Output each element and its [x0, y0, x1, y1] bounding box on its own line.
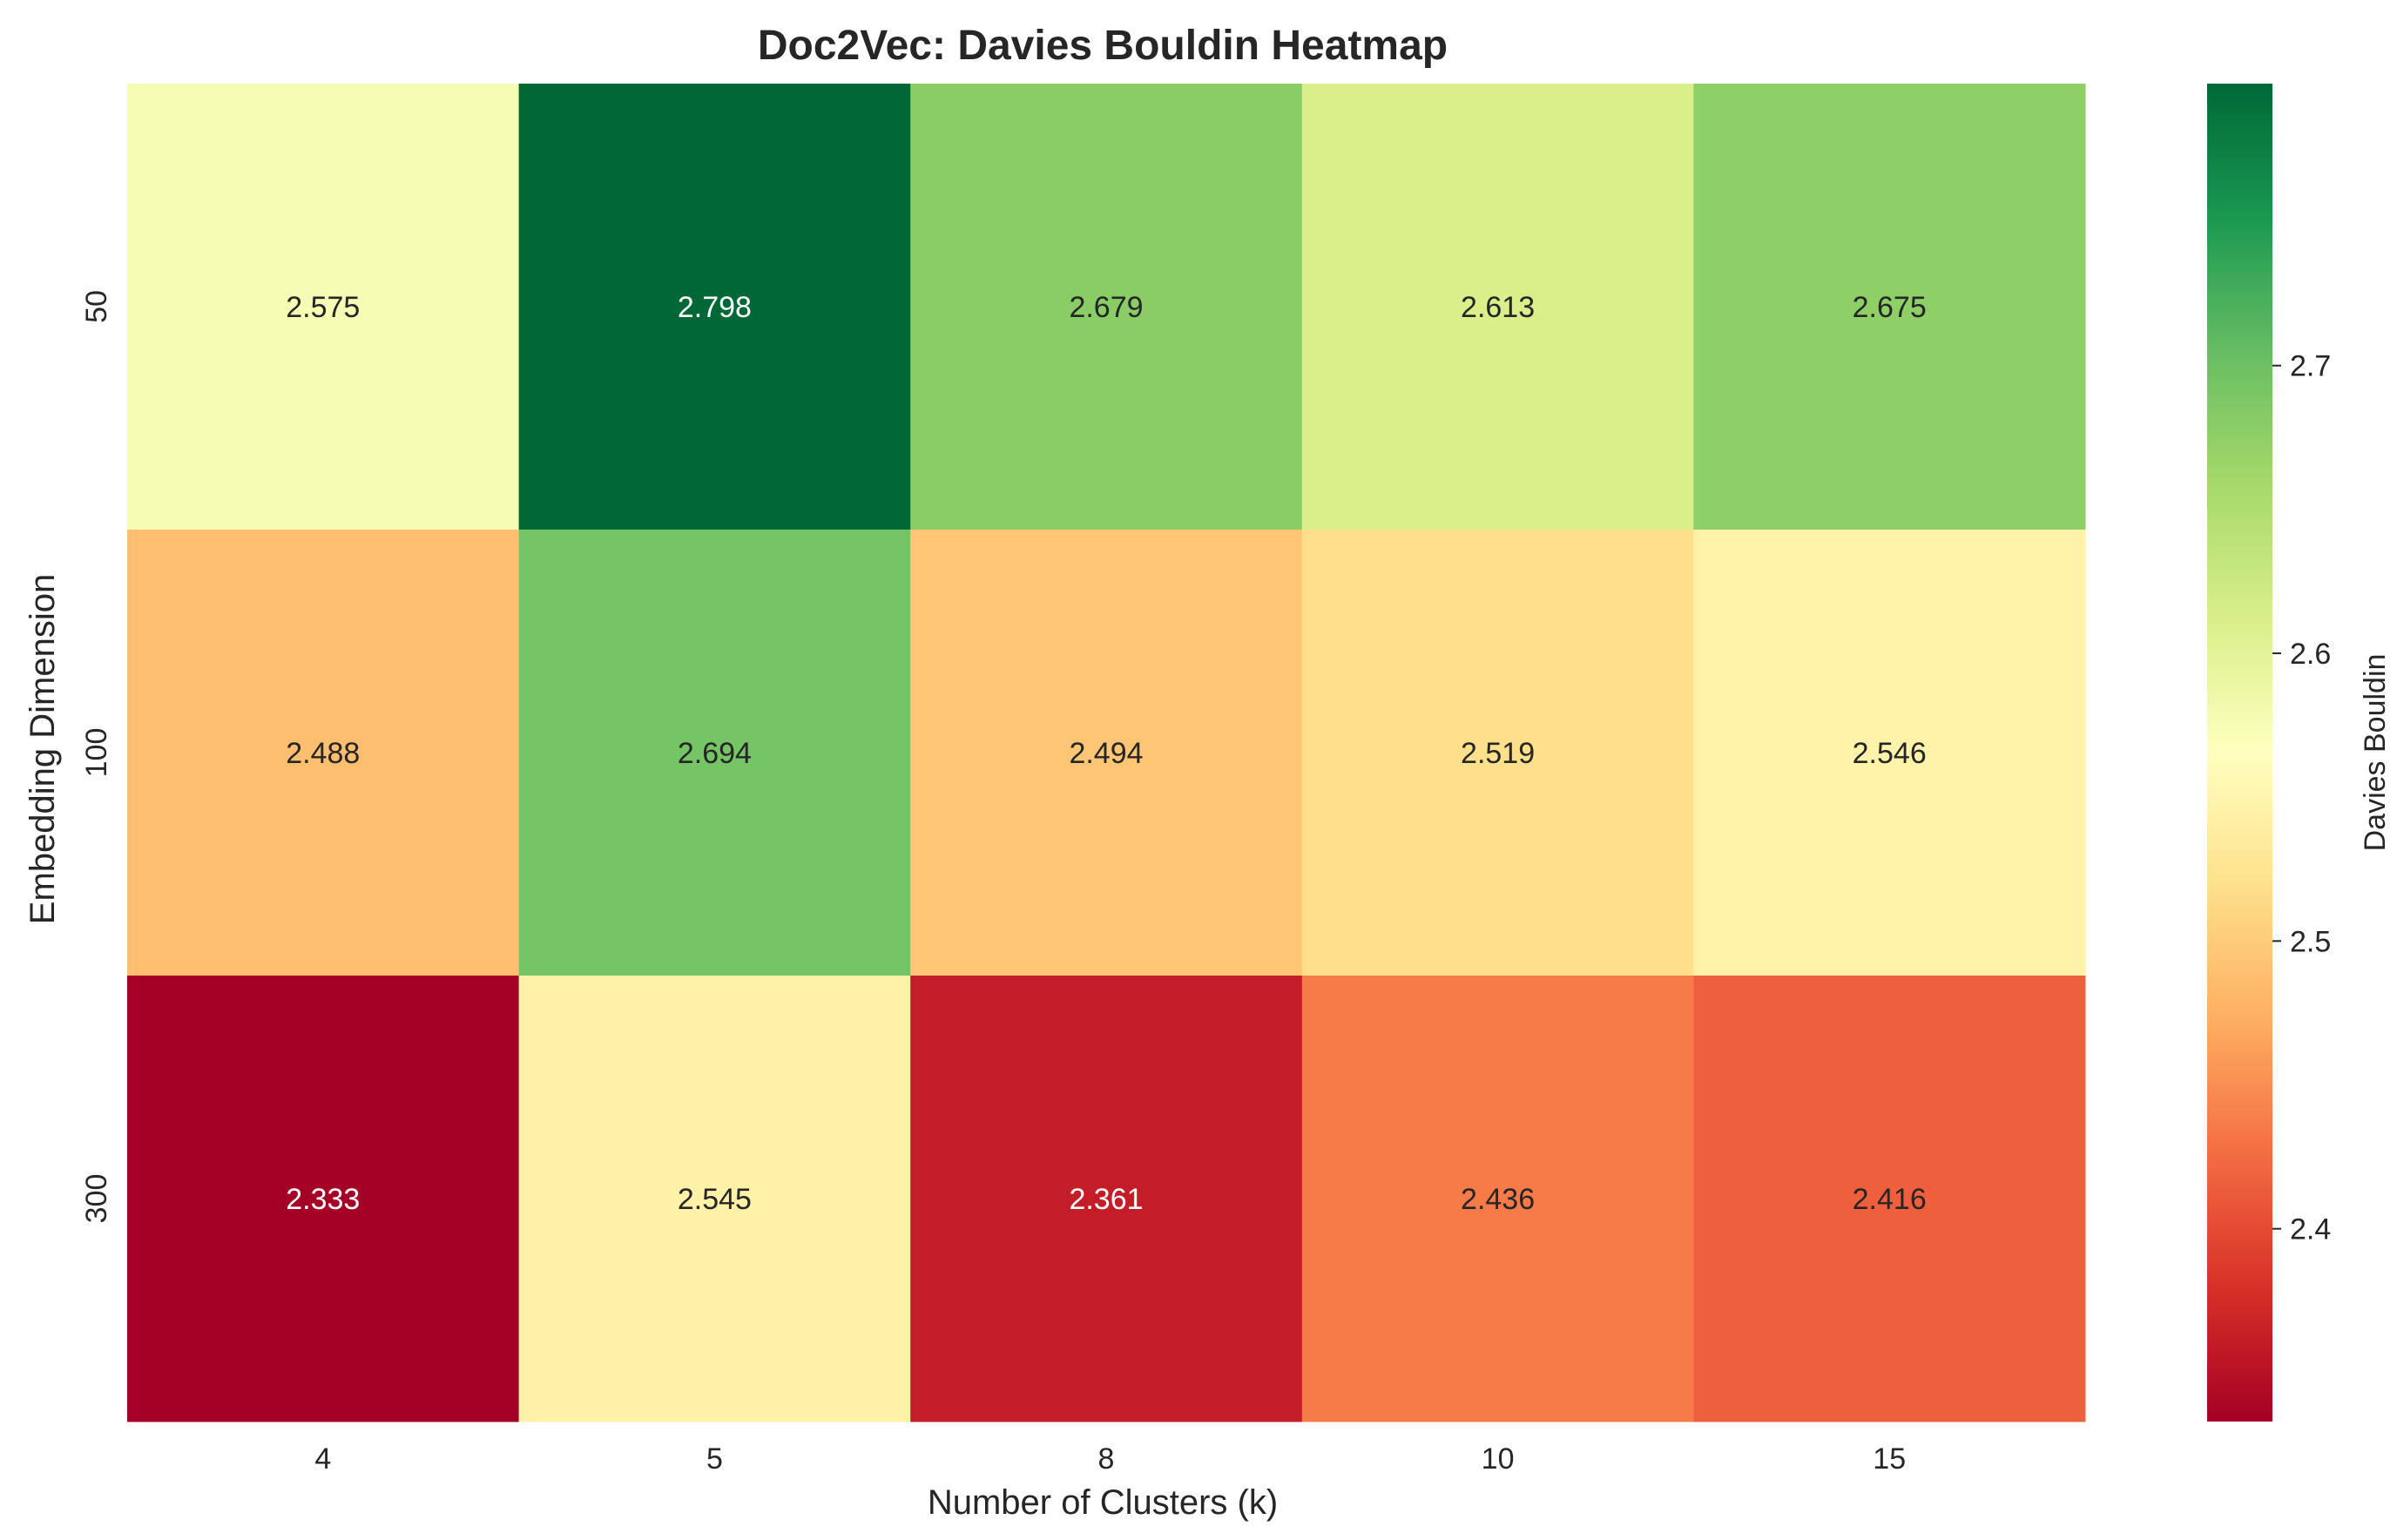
heatmap-cell: [1693, 976, 2086, 1422]
colorbar-tick-label: 2.4: [2290, 1213, 2331, 1246]
cell-value-label: 2.416: [1853, 1183, 1927, 1216]
cell-value-label: 2.798: [678, 291, 752, 324]
x-tick-label: 4: [314, 1442, 331, 1476]
cell-value-label: 2.694: [678, 737, 752, 770]
cell-value-label: 2.546: [1853, 737, 1927, 770]
y-tick-label: 300: [80, 1174, 113, 1224]
colorbar: [2207, 84, 2272, 1422]
x-tick-label: 10: [1482, 1442, 1515, 1476]
colorbar-label: Davies Bouldin: [2359, 654, 2392, 852]
heatmap-cell: [518, 84, 911, 530]
cell-value-label: 2.545: [678, 1183, 752, 1216]
heatmap-cell: [127, 976, 520, 1422]
chart-title: Doc2Vec: Davies Bouldin Heatmap: [758, 23, 1448, 69]
x-tick-label: 15: [1873, 1442, 1906, 1476]
heatmap-cell: [518, 976, 911, 1422]
heatmap-cell-labels: 2.575 2.798 2.679 2.613 2.675 2.488 2.694 2.494…: [286, 291, 1926, 1216]
heatmap-cell: [910, 976, 1303, 1422]
cell-value-label: 2.519: [1461, 737, 1535, 770]
heatmap-cell: [1301, 530, 1694, 976]
colorbar-tick-label: 2.7: [2290, 350, 2331, 383]
cell-value-label: 2.575: [286, 291, 360, 324]
heatmap-cell: [1301, 84, 1694, 530]
heatmap-cell: [127, 530, 520, 976]
y-axis-ticks: 50 100 300: [80, 290, 113, 1223]
colorbar-tick-label: 2.6: [2290, 638, 2331, 671]
heatmap-cells: [127, 84, 2086, 1422]
cell-value-label: 2.675: [1853, 291, 1927, 324]
heatmap-cell: [1693, 530, 2086, 976]
y-axis-label: Embedding Dimension: [24, 574, 62, 924]
cell-value-label: 2.613: [1461, 291, 1535, 324]
x-tick-label: 8: [1098, 1442, 1115, 1476]
x-tick-label: 5: [706, 1442, 723, 1476]
heatmap-cell: [910, 84, 1303, 530]
heatmap-cell: [127, 84, 520, 530]
cell-value-label: 2.333: [286, 1183, 360, 1216]
cell-value-label: 2.361: [1069, 1183, 1143, 1216]
heatmap-cell: [1693, 84, 2086, 530]
heatmap-cell: [910, 530, 1303, 976]
cell-value-label: 2.436: [1461, 1183, 1535, 1216]
y-tick-label: 100: [80, 728, 113, 778]
cell-value-label: 2.679: [1069, 291, 1143, 324]
heatmap-cell: [518, 530, 911, 976]
y-tick-label: 50: [80, 290, 113, 323]
x-axis-ticks: 4 5 8 10 15: [314, 1442, 1906, 1476]
x-axis-label: Number of Clusters (k): [928, 1483, 1278, 1522]
colorbar-tick-label: 2.5: [2290, 925, 2331, 958]
colorbar-ticks: 2.4 2.5 2.6 2.7: [2272, 350, 2331, 1246]
cell-value-label: 2.494: [1069, 737, 1143, 770]
cell-value-label: 2.488: [286, 737, 360, 770]
heatmap-cell: [1301, 976, 1694, 1422]
